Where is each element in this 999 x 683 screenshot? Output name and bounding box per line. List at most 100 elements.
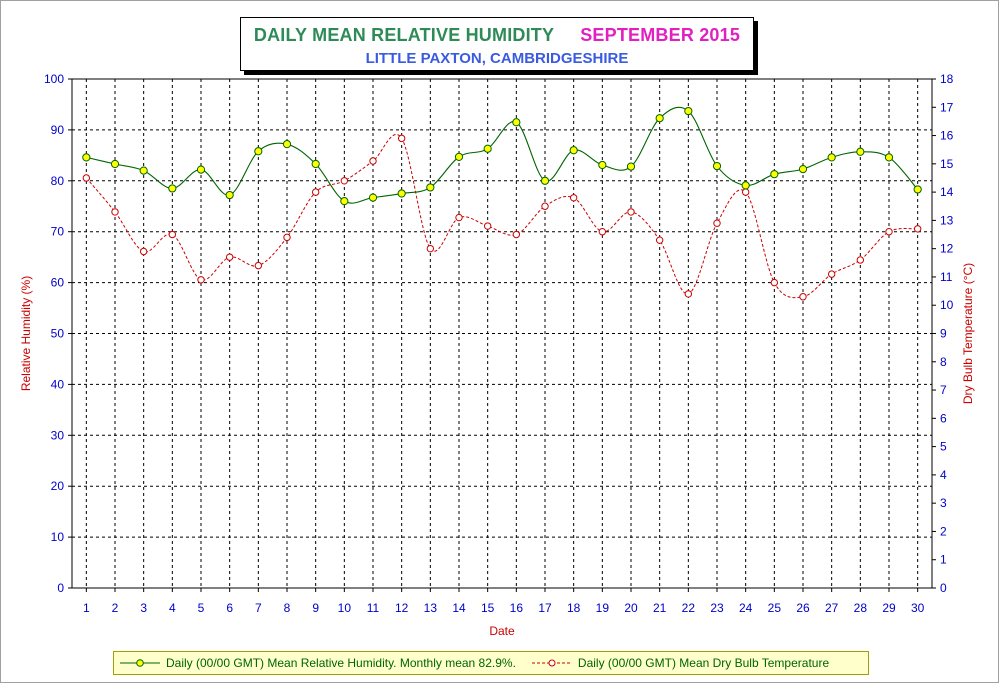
y-tick-label: 80 bbox=[51, 174, 65, 188]
temperature-point bbox=[655, 236, 664, 244]
y-axis-title: Relative Humidity (%) bbox=[19, 276, 33, 391]
x-tick-label: 29 bbox=[882, 601, 896, 615]
x-tick-label: 20 bbox=[624, 601, 638, 615]
legend-swatch-humidity bbox=[120, 659, 160, 667]
x-tick-label: 14 bbox=[452, 601, 466, 615]
temperature-point bbox=[741, 188, 750, 196]
x-tick-label: 17 bbox=[538, 601, 552, 615]
temperature-point bbox=[111, 208, 119, 216]
x-tick-label: 10 bbox=[338, 601, 352, 615]
humidity-point bbox=[798, 164, 808, 174]
series-layer bbox=[82, 106, 922, 301]
temperature-point bbox=[799, 293, 807, 301]
temperature-point bbox=[770, 278, 779, 287]
labels-layer: 0102030405060708090100012345678910111213… bbox=[19, 72, 975, 638]
x-tick-label: 18 bbox=[567, 601, 581, 615]
temperature-point bbox=[885, 228, 893, 236]
legend: Daily (00/00 GMT) Mean Relative Humidity… bbox=[113, 651, 869, 675]
humidity-point bbox=[770, 170, 779, 179]
y2-tick-label: 1 bbox=[940, 553, 947, 567]
temperature-point bbox=[225, 253, 234, 261]
humidity-point bbox=[82, 153, 91, 162]
temperature-point bbox=[455, 213, 463, 222]
humidity-point bbox=[483, 144, 492, 153]
y-tick-label: 90 bbox=[51, 123, 65, 137]
y-tick-label: 20 bbox=[51, 479, 65, 493]
y2-tick-label: 10 bbox=[940, 298, 954, 312]
temperature-point bbox=[82, 174, 91, 182]
y-tick-label: 60 bbox=[51, 276, 65, 290]
humidity-point bbox=[225, 190, 234, 200]
grid-layer bbox=[72, 79, 932, 588]
y2-tick-label: 7 bbox=[940, 383, 947, 397]
y2-tick-label: 11 bbox=[940, 270, 953, 284]
chart-title-month: SEPTEMBER 2015 bbox=[580, 25, 741, 45]
x-tick-label: 16 bbox=[510, 601, 524, 615]
temperature-point bbox=[856, 256, 865, 264]
x-tick-label: 8 bbox=[284, 601, 291, 615]
humidity-point bbox=[884, 153, 894, 162]
temperature-point bbox=[340, 177, 349, 185]
temperature-point bbox=[139, 247, 148, 256]
temperature-point bbox=[397, 134, 406, 143]
humidity-point bbox=[139, 166, 148, 175]
y2-tick-label: 8 bbox=[940, 355, 947, 369]
humidity-point bbox=[598, 160, 607, 170]
x-tick-label: 22 bbox=[682, 601, 696, 615]
y-tick-label: 30 bbox=[51, 428, 65, 442]
x-tick-label: 21 bbox=[653, 601, 667, 615]
x-tick-label: 24 bbox=[739, 601, 753, 615]
humidity-point bbox=[655, 114, 664, 123]
x-tick-label: 19 bbox=[596, 601, 610, 615]
y2-tick-label: 14 bbox=[940, 185, 954, 199]
humidity-point bbox=[540, 176, 550, 185]
x-tick-label: 3 bbox=[140, 601, 147, 615]
y-tick-label: 50 bbox=[51, 327, 65, 341]
x-tick-label: 28 bbox=[854, 601, 868, 615]
temperature-point bbox=[168, 230, 177, 239]
x-tick-label: 9 bbox=[312, 601, 319, 615]
temperature-series-line bbox=[85, 134, 918, 299]
y2-tick-label: 9 bbox=[940, 327, 947, 341]
chart-title-box: DAILY MEAN RELATIVE HUMIDITY SEPTEMBER 20… bbox=[240, 17, 754, 71]
y2-axis-title: Dry Bulb Temperature (°C) bbox=[961, 263, 975, 404]
humidity-point bbox=[913, 185, 922, 194]
y-tick-label: 0 bbox=[57, 581, 64, 595]
temperature-point bbox=[541, 202, 549, 210]
x-tick-label: 23 bbox=[710, 601, 724, 615]
y2-tick-label: 15 bbox=[940, 157, 954, 171]
x-axis-title: Date bbox=[489, 624, 515, 638]
humidity-point bbox=[368, 193, 378, 202]
axes-layer bbox=[68, 78, 936, 592]
legend-item-humidity: Daily (00/00 GMT) Mean Relative Humidity… bbox=[114, 656, 516, 670]
humidity-point bbox=[397, 189, 406, 198]
temperature-point bbox=[913, 225, 922, 233]
x-tick-label: 6 bbox=[226, 601, 233, 615]
humidity-point bbox=[454, 152, 464, 161]
y-tick-label: 70 bbox=[51, 225, 65, 239]
temperature-point bbox=[369, 157, 377, 165]
y-tick-label: 100 bbox=[44, 72, 64, 86]
chart-subtitle: LITTLE PAXTON, CAMBRIDGESHIRE bbox=[365, 50, 629, 67]
x-tick-label: 13 bbox=[424, 601, 438, 615]
legend-item-temperature: Daily (00/00 GMT) Mean Dry Bulb Temperat… bbox=[526, 656, 829, 670]
temperature-point bbox=[713, 219, 721, 227]
temperature-point bbox=[569, 194, 578, 202]
x-tick-label: 30 bbox=[911, 601, 925, 615]
x-tick-label: 11 bbox=[367, 601, 380, 615]
humidity-point bbox=[741, 181, 750, 190]
y2-tick-label: 6 bbox=[940, 411, 947, 425]
temperature-point bbox=[684, 290, 693, 298]
humidity-point bbox=[827, 153, 836, 162]
humidity-series-line bbox=[86, 106, 919, 204]
x-tick-label: 4 bbox=[169, 601, 176, 615]
humidity-point bbox=[856, 147, 865, 156]
y2-tick-label: 3 bbox=[940, 496, 947, 510]
x-tick-label: 12 bbox=[395, 601, 409, 615]
y2-tick-label: 18 bbox=[940, 72, 954, 86]
humidity-point bbox=[311, 159, 320, 169]
humidity-point bbox=[569, 146, 578, 155]
humidity-point bbox=[282, 140, 292, 149]
humidity-point bbox=[110, 159, 120, 169]
